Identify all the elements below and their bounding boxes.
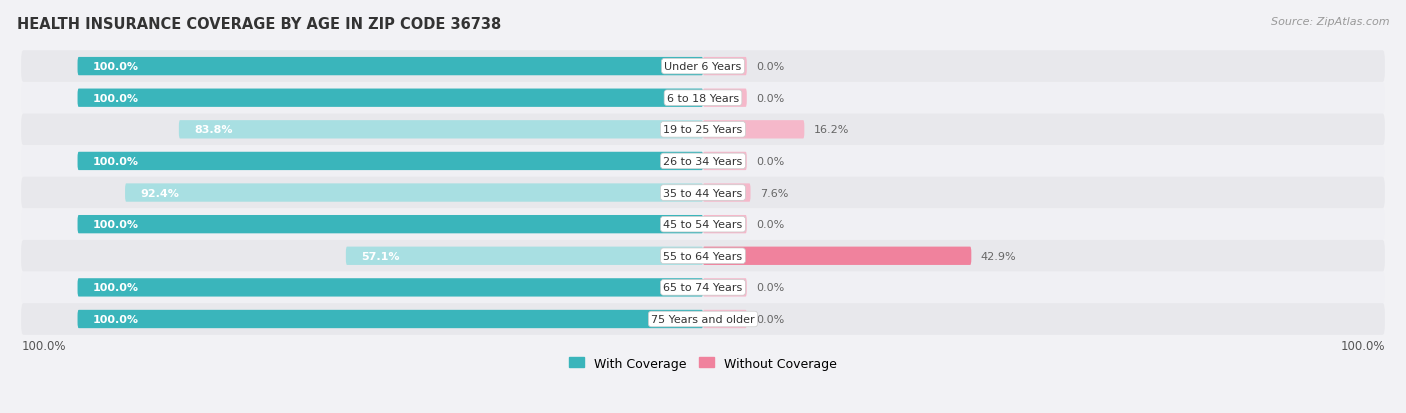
FancyBboxPatch shape bbox=[77, 89, 703, 108]
FancyBboxPatch shape bbox=[703, 278, 747, 297]
FancyBboxPatch shape bbox=[77, 310, 703, 328]
Text: HEALTH INSURANCE COVERAGE BY AGE IN ZIP CODE 36738: HEALTH INSURANCE COVERAGE BY AGE IN ZIP … bbox=[17, 17, 501, 31]
Text: 0.0%: 0.0% bbox=[756, 157, 785, 166]
FancyBboxPatch shape bbox=[21, 240, 1385, 272]
Text: 16.2%: 16.2% bbox=[814, 125, 849, 135]
FancyBboxPatch shape bbox=[77, 152, 703, 171]
FancyBboxPatch shape bbox=[21, 272, 1385, 304]
FancyBboxPatch shape bbox=[77, 58, 703, 76]
Text: 100.0%: 100.0% bbox=[21, 339, 66, 352]
Text: 100.0%: 100.0% bbox=[93, 314, 139, 324]
Text: 57.1%: 57.1% bbox=[361, 251, 399, 261]
Text: 65 to 74 Years: 65 to 74 Years bbox=[664, 283, 742, 293]
FancyBboxPatch shape bbox=[346, 247, 703, 265]
Text: 83.8%: 83.8% bbox=[194, 125, 233, 135]
Text: 6 to 18 Years: 6 to 18 Years bbox=[666, 93, 740, 103]
FancyBboxPatch shape bbox=[21, 209, 1385, 240]
FancyBboxPatch shape bbox=[703, 152, 747, 171]
Text: 0.0%: 0.0% bbox=[756, 93, 785, 103]
FancyBboxPatch shape bbox=[703, 121, 804, 139]
Text: 100.0%: 100.0% bbox=[93, 220, 139, 230]
FancyBboxPatch shape bbox=[125, 184, 703, 202]
FancyBboxPatch shape bbox=[703, 89, 747, 108]
FancyBboxPatch shape bbox=[21, 114, 1385, 146]
FancyBboxPatch shape bbox=[77, 216, 703, 234]
FancyBboxPatch shape bbox=[703, 216, 747, 234]
Text: 7.6%: 7.6% bbox=[759, 188, 789, 198]
FancyBboxPatch shape bbox=[21, 304, 1385, 335]
Text: 100.0%: 100.0% bbox=[1340, 339, 1385, 352]
FancyBboxPatch shape bbox=[77, 278, 703, 297]
Text: 0.0%: 0.0% bbox=[756, 283, 785, 293]
Text: 0.0%: 0.0% bbox=[756, 62, 785, 72]
FancyBboxPatch shape bbox=[21, 146, 1385, 177]
Text: 45 to 54 Years: 45 to 54 Years bbox=[664, 220, 742, 230]
Text: 0.0%: 0.0% bbox=[756, 220, 785, 230]
Legend: With Coverage, Without Coverage: With Coverage, Without Coverage bbox=[569, 357, 837, 370]
Text: 35 to 44 Years: 35 to 44 Years bbox=[664, 188, 742, 198]
FancyBboxPatch shape bbox=[703, 58, 747, 76]
FancyBboxPatch shape bbox=[21, 177, 1385, 209]
Text: 100.0%: 100.0% bbox=[93, 157, 139, 166]
Text: 26 to 34 Years: 26 to 34 Years bbox=[664, 157, 742, 166]
FancyBboxPatch shape bbox=[179, 121, 703, 139]
Text: 100.0%: 100.0% bbox=[93, 283, 139, 293]
Text: 42.9%: 42.9% bbox=[981, 251, 1017, 261]
Text: 100.0%: 100.0% bbox=[93, 62, 139, 72]
FancyBboxPatch shape bbox=[703, 184, 751, 202]
Text: 0.0%: 0.0% bbox=[756, 314, 785, 324]
FancyBboxPatch shape bbox=[21, 83, 1385, 114]
Text: Under 6 Years: Under 6 Years bbox=[665, 62, 741, 72]
FancyBboxPatch shape bbox=[703, 247, 972, 265]
Text: 92.4%: 92.4% bbox=[141, 188, 180, 198]
Text: Source: ZipAtlas.com: Source: ZipAtlas.com bbox=[1271, 17, 1389, 26]
Text: 19 to 25 Years: 19 to 25 Years bbox=[664, 125, 742, 135]
Text: 75 Years and older: 75 Years and older bbox=[651, 314, 755, 324]
Text: 55 to 64 Years: 55 to 64 Years bbox=[664, 251, 742, 261]
FancyBboxPatch shape bbox=[703, 310, 747, 328]
Text: 100.0%: 100.0% bbox=[93, 93, 139, 103]
FancyBboxPatch shape bbox=[21, 51, 1385, 83]
